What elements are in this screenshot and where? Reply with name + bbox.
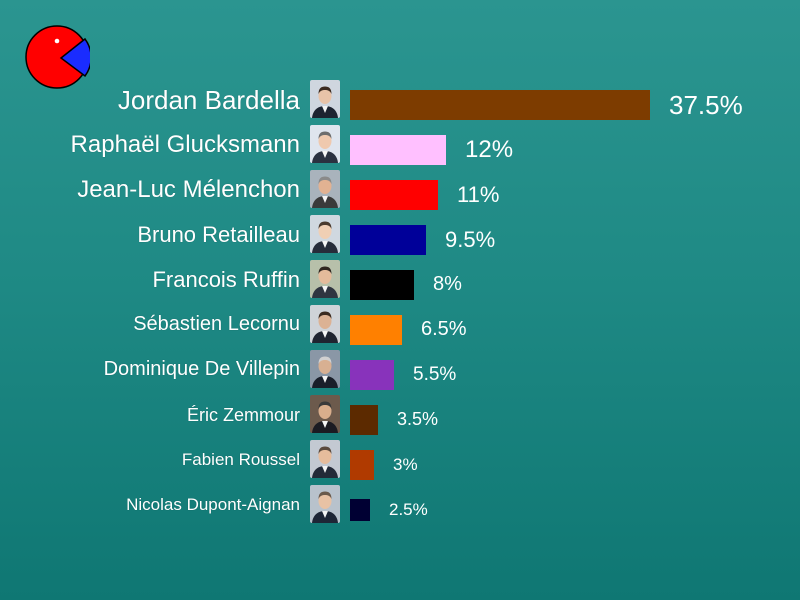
value-label: 12% <box>465 135 514 163</box>
value-label: 9.5% <box>445 226 496 252</box>
value-label: 11% <box>457 181 500 207</box>
pie-logo-icon <box>25 25 90 89</box>
candidate-name-label: Francois Ruffin <box>152 267 300 293</box>
bar <box>350 270 414 300</box>
bar <box>350 360 394 390</box>
bar <box>350 225 426 255</box>
bar <box>350 450 374 480</box>
candidate-name-label: Jean-Luc Mélenchon <box>77 176 300 204</box>
portrait-icon <box>310 215 340 253</box>
candidate-name-label: Éric Zemmour <box>186 404 300 425</box>
candidate-name-label: Nicolas Dupont-Aignan <box>126 495 300 515</box>
value-label: 6.5% <box>421 318 467 340</box>
bar <box>350 180 438 210</box>
bar <box>350 135 446 165</box>
portrait-icon <box>310 305 340 343</box>
candidate-name-label: Sébastien Lecornu <box>133 313 300 336</box>
portrait-icon <box>310 350 340 388</box>
value-label: 37.5% <box>669 89 743 120</box>
portrait-icon <box>310 80 340 118</box>
bar <box>350 90 650 120</box>
candidate-name-label: Fabien Roussel <box>181 450 300 470</box>
portrait-icon <box>310 395 340 433</box>
portrait-icon <box>310 485 340 523</box>
bar <box>350 405 378 435</box>
value-label: 8% <box>433 273 462 295</box>
value-label: 3.5% <box>397 409 439 430</box>
portrait-icon <box>310 440 340 478</box>
candidate-name-label: Raphaël Glucksmann <box>70 131 300 159</box>
portrait-icon <box>310 125 340 163</box>
bar <box>350 315 402 345</box>
value-label: 3% <box>393 454 418 474</box>
value-label: 2.5% <box>389 499 428 519</box>
bar <box>350 499 370 521</box>
candidate-name-label: Dominique De Villepin <box>103 358 300 381</box>
candidate-name-label: Jordan Bardella <box>117 84 300 115</box>
portrait-icon <box>310 170 340 208</box>
candidate-name-label: Bruno Retailleau <box>137 222 300 248</box>
portrait-icon <box>310 260 340 298</box>
value-label: 5.5% <box>413 363 457 385</box>
